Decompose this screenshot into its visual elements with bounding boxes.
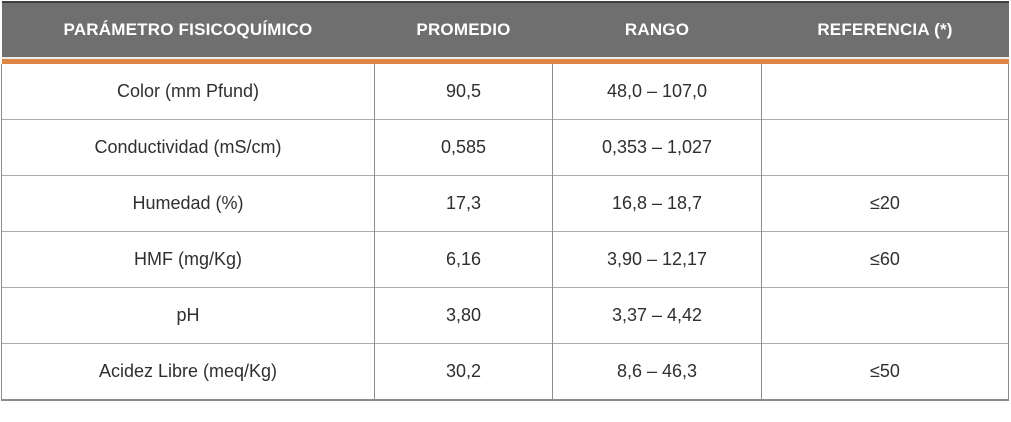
cell-parameter: Acidez Libre (meq/Kg) (1, 343, 375, 401)
column-header-promedio: PROMEDIO (374, 1, 553, 58)
column-header-parametro: PARÁMETRO FISICOQUÍMICO (1, 1, 375, 58)
cell-referencia: ≤60 (761, 231, 1009, 288)
cell-rango: 48,0 – 107,0 (552, 64, 762, 120)
cell-promedio: 6,16 (374, 231, 553, 288)
cell-rango: 3,90 – 12,17 (552, 231, 762, 288)
column-header-referencia: REFERENCIA (*) (761, 1, 1009, 58)
header-row: PARÁMETRO FISICOQUÍMICO PROMEDIO RANGO R… (1, 1, 1009, 58)
cell-parameter: Color (mm Pfund) (1, 64, 375, 120)
cell-rango: 3,37 – 4,42 (552, 287, 762, 344)
cell-referencia (761, 119, 1009, 176)
physicochemical-parameters-table: PARÁMETRO FISICOQUÍMICO PROMEDIO RANGO R… (1, 1, 1009, 401)
table-row-hmf: HMF (mg/Kg) 6,16 3,90 – 12,17 ≤60 (1, 231, 1009, 288)
table-row-conductividad: Conductividad (mS/cm) 0,585 0,353 – 1,02… (1, 119, 1009, 176)
cell-promedio: 3,80 (374, 287, 553, 344)
cell-referencia: ≤20 (761, 175, 1009, 232)
accent-divider (1, 57, 1009, 64)
cell-parameter: HMF (mg/Kg) (1, 231, 375, 288)
table-row-humedad: Humedad (%) 17,3 16,8 – 18,7 ≤20 (1, 175, 1009, 232)
cell-promedio: 90,5 (374, 64, 553, 120)
cell-promedio: 0,585 (374, 119, 553, 176)
cell-rango: 8,6 – 46,3 (552, 343, 762, 401)
cell-parameter: pH (1, 287, 375, 344)
table-row-ph: pH 3,80 3,37 – 4,42 (1, 287, 1009, 344)
cell-referencia (761, 64, 1009, 120)
cell-rango: 16,8 – 18,7 (552, 175, 762, 232)
accent-bar (1, 57, 1009, 64)
table-row-acidez: Acidez Libre (meq/Kg) 30,2 8,6 – 46,3 ≤5… (1, 343, 1009, 401)
column-header-rango: RANGO (552, 1, 762, 58)
table-row-color: Color (mm Pfund) 90,5 48,0 – 107,0 (1, 64, 1009, 120)
cell-rango: 0,353 – 1,027 (552, 119, 762, 176)
cell-parameter: Conductividad (mS/cm) (1, 119, 375, 176)
cell-promedio: 17,3 (374, 175, 553, 232)
cell-parameter: Humedad (%) (1, 175, 375, 232)
cell-promedio: 30,2 (374, 343, 553, 401)
cell-referencia: ≤50 (761, 343, 1009, 401)
cell-referencia (761, 287, 1009, 344)
